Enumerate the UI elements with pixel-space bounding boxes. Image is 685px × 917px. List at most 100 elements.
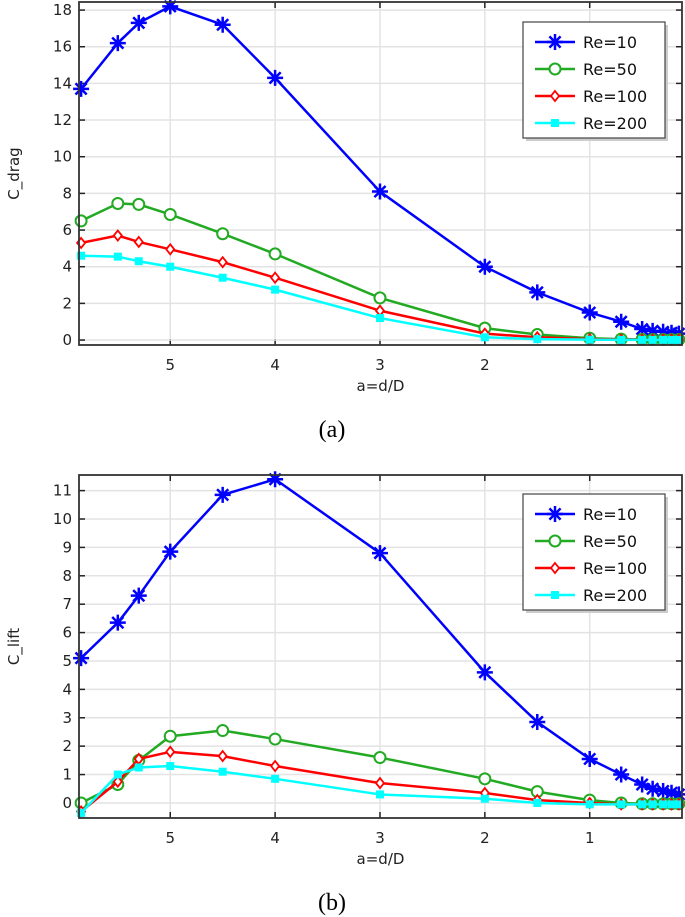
data-point <box>73 80 90 97</box>
y-tick-label: 8 <box>62 567 72 585</box>
y-tick-label: 16 <box>53 38 72 56</box>
data-point <box>674 800 683 809</box>
data-point <box>644 780 661 797</box>
data-point <box>73 650 90 667</box>
data-point <box>533 798 542 807</box>
series-re-200 <box>77 251 683 344</box>
data-point <box>480 333 489 342</box>
data-point <box>217 255 228 269</box>
data-point <box>271 774 280 783</box>
subplot-caption: (b) <box>318 890 346 916</box>
legend-label: Re=50 <box>583 60 637 79</box>
data-point <box>269 759 281 773</box>
data-point <box>74 214 88 228</box>
data-point <box>648 335 657 344</box>
data-point <box>529 714 546 731</box>
data-point <box>162 543 179 560</box>
data-point <box>667 800 676 809</box>
y-tick-label: 7 <box>62 595 72 613</box>
data-point <box>613 766 630 783</box>
data-point <box>267 471 284 488</box>
y-tick-label: 4 <box>62 258 72 276</box>
y-tick-label: 10 <box>53 148 72 166</box>
legend: Re=10 Re=50 Re=100 Re=200 <box>522 493 668 613</box>
data-point <box>132 197 146 211</box>
y-tick-label: 2 <box>62 294 72 312</box>
data-point <box>581 750 598 767</box>
plot-frame <box>78 1 683 346</box>
data-point <box>77 808 86 817</box>
data-point <box>667 335 676 344</box>
data-point <box>268 732 282 746</box>
y-tick-label: 9 <box>62 538 72 556</box>
data-point <box>655 783 672 800</box>
data-point <box>373 291 387 305</box>
y-tick-label: 14 <box>53 74 72 92</box>
legend-label: Re=10 <box>583 33 637 52</box>
x-tick-label: 4 <box>270 829 280 847</box>
data-point <box>77 251 86 260</box>
y-tick-label: 6 <box>62 221 72 239</box>
data-point <box>134 257 143 266</box>
data-point <box>617 800 626 809</box>
data-point <box>659 800 668 809</box>
data-point <box>638 800 647 809</box>
y-tick-label: 1 <box>62 766 72 784</box>
y-axis-label: C_lift <box>5 628 24 665</box>
data-point <box>371 183 388 200</box>
data-point <box>634 776 651 793</box>
data-point <box>585 335 594 344</box>
data-point <box>617 335 626 344</box>
data-point <box>529 284 546 301</box>
data-point <box>109 614 126 631</box>
data-point <box>613 313 630 330</box>
legend-label: Re=200 <box>583 586 647 605</box>
data-point <box>644 322 661 339</box>
data-point <box>634 321 651 338</box>
y-tick-label: 2 <box>62 737 72 755</box>
y-tick-label: 12 <box>53 111 72 129</box>
y-tick-label: 5 <box>62 652 72 670</box>
data-point <box>663 784 680 801</box>
x-tick-label: 2 <box>480 829 490 847</box>
data-point <box>670 786 685 803</box>
data-point <box>674 335 683 344</box>
y-tick-label: 6 <box>62 624 72 642</box>
data-point <box>113 770 122 779</box>
data-point <box>109 35 126 52</box>
data-point <box>269 271 281 285</box>
y-tick-label: 11 <box>53 482 72 500</box>
y-tick-label: 0 <box>62 331 72 349</box>
data-point <box>130 587 147 604</box>
data-point <box>130 14 147 31</box>
y-tick-label: 8 <box>62 184 72 202</box>
x-axis-label: a=d/D <box>357 850 405 868</box>
data-point <box>112 775 123 789</box>
x-axis-label: a=d/D <box>357 377 405 395</box>
x-tick-label: 3 <box>375 829 385 847</box>
legend-label: Re=100 <box>583 559 647 578</box>
data-point <box>375 790 384 799</box>
data-point <box>134 763 143 772</box>
y-tick-label: 4 <box>62 680 72 698</box>
legend-marker <box>548 62 562 76</box>
x-tick-label: 4 <box>270 356 280 374</box>
series-re-200 <box>77 762 683 817</box>
data-point <box>478 772 492 786</box>
y-axis-label: C_drag <box>5 147 24 199</box>
legend: Re=10 Re=50 Re=100 Re=200 <box>522 21 668 141</box>
data-point <box>659 335 668 344</box>
data-point <box>163 207 177 221</box>
legend-label: Re=50 <box>583 532 637 551</box>
series-re-10 <box>73 471 685 803</box>
x-tick-label: 1 <box>585 829 595 847</box>
data-point <box>216 724 230 738</box>
plot-drag: 5 4 3 2 1024681012141618a=d/DC_drag(a)Re=10R… <box>5 0 685 443</box>
x-tick-label: 1 <box>585 356 595 374</box>
data-point <box>113 252 122 261</box>
data-point <box>218 767 227 776</box>
x-tick-label: 5 <box>165 829 175 847</box>
legend-marker <box>547 34 563 50</box>
data-point <box>111 196 125 210</box>
